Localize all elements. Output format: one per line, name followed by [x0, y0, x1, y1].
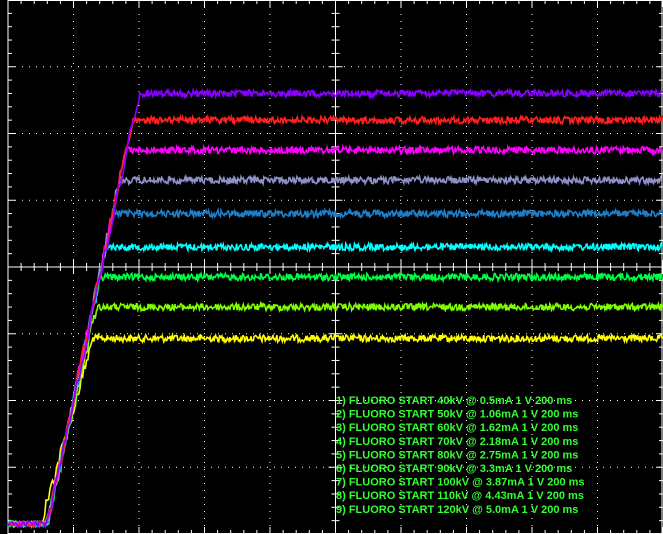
trace-series-5 — [7, 207, 663, 528]
legend-entry-5: 5) FLUORO START 80kV @ 2.75mA 1 V 200 ms — [336, 449, 578, 461]
legend-entry-4: 4) FLUORO START 70kV @ 2.18mA 1 V 200 ms — [336, 436, 578, 448]
legend-entry-2: 2) FLUORO START 50kV @ 1.06mA 1 V 200 ms — [336, 409, 578, 421]
trace-series-3 — [7, 270, 663, 529]
legend: 1) FLUORO START 40kV @ 0.5mA 1 V 200 ms 2… — [336, 395, 585, 516]
trace-series-9 — [7, 87, 663, 529]
legend-entry-1: 1) FLUORO START 40kV @ 0.5mA 1 V 200 ms — [336, 395, 572, 407]
trace-series-2 — [7, 300, 663, 528]
trace-series-4 — [7, 240, 663, 529]
legend-entry-7: 7) FLUORO START 100kV @ 3.87mA 1 V 200 m… — [336, 477, 585, 489]
legend-entry-3: 3) FLUORO START 60kV @ 1.62mA 1 V 200 ms — [336, 422, 578, 434]
trace-series-7 — [7, 143, 663, 529]
trace-series-6 — [7, 173, 663, 530]
legend-entry-6: 6) FLUORO START 90kV @ 3.3mA 1 V 200 ms — [336, 463, 572, 475]
legend-entry-9: 9) FLUORO START 120kV @ 5.0mA 1 V 200 ms — [336, 504, 578, 516]
trace-series-8 — [7, 113, 663, 529]
legend-entry-8: 8) FLUORO START 110kV @ 4.43mA 1 V 200 m… — [336, 490, 584, 502]
trace-series-1 — [7, 331, 663, 529]
traces — [7, 87, 663, 530]
